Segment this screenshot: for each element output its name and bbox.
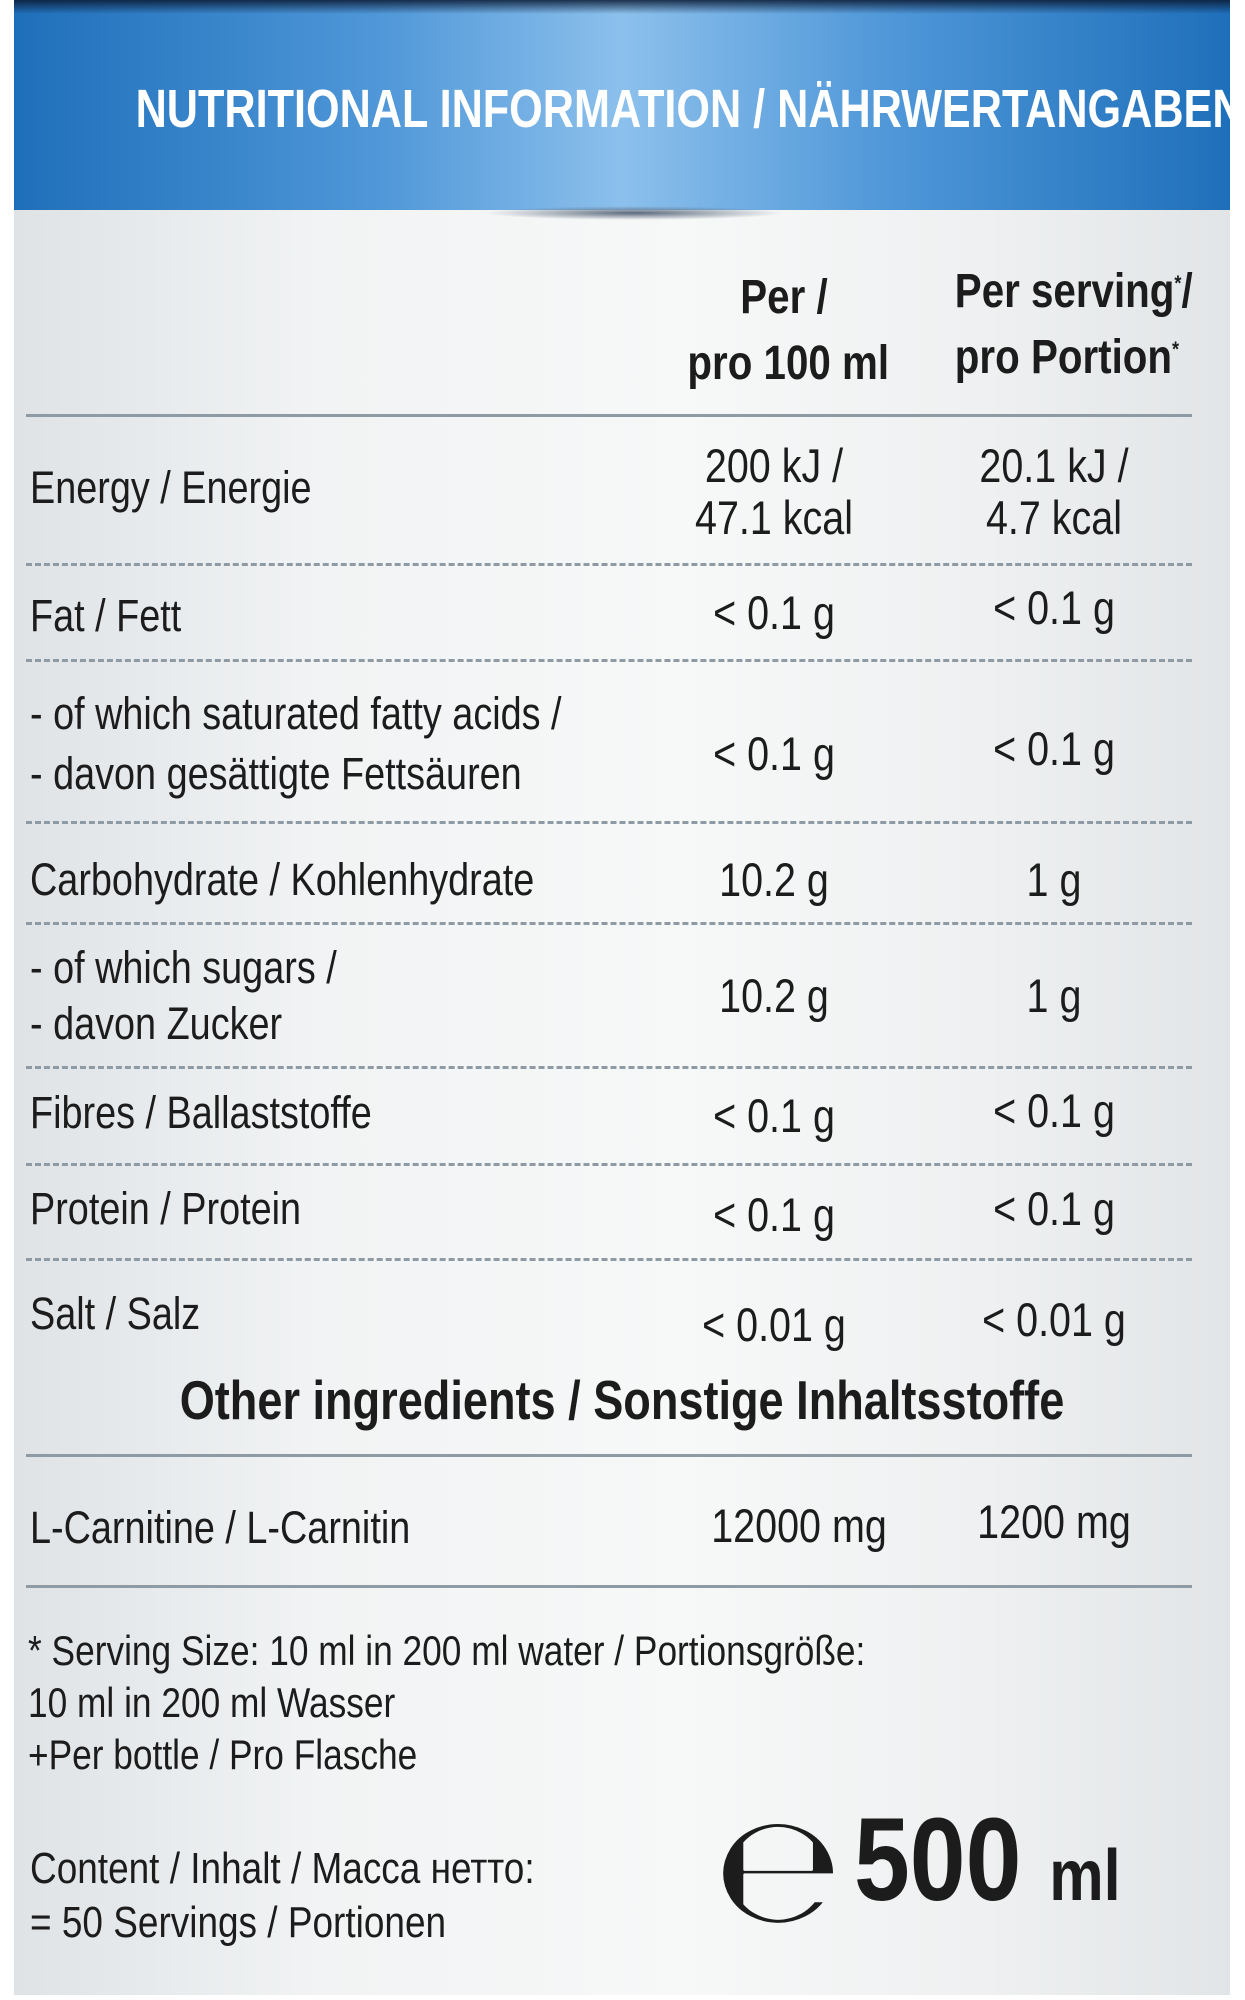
footnote-asterisk: * <box>28 1627 42 1674</box>
footnote-plus: + <box>28 1731 49 1778</box>
row-label-saturated-line2: - davon gesättigte Fettsäuren <box>30 748 522 799</box>
row-label-l-carnitine: L-Carnitine / L-Carnitin <box>30 1502 411 1553</box>
serving-plus: * <box>1172 336 1180 361</box>
row-label-protein: Protein / Protein <box>30 1183 302 1234</box>
col-serving-header-text: Per serving <box>954 265 1175 318</box>
row-label-saturated-line1: - of which saturated fatty acids / <box>30 688 562 739</box>
col-serving-header-slash: / <box>1181 265 1193 318</box>
row-label-salt: Salt / Salz <box>30 1288 201 1339</box>
row-label-sugars-line2: - davon Zucker <box>30 998 283 1049</box>
row-divider <box>26 1163 1192 1166</box>
row-sugars-per100: 10.2 g <box>719 969 829 1022</box>
row-divider <box>26 1066 1192 1069</box>
content-line1: Content / Inhalt / Macca нетто: <box>30 1844 535 1893</box>
row-divider <box>26 821 1192 824</box>
row-label-sugars-line1: - of which sugars / <box>30 942 337 993</box>
net-volume-number: 500 <box>854 1794 1022 1926</box>
row-fat-serving: < 0.1 g <box>993 581 1115 634</box>
row-fibres-serving: < 0.1 g <box>993 1084 1115 1137</box>
footnote-bottle: +Per bottle / Pro Flasche <box>28 1730 417 1780</box>
serving-asterisk: * <box>1174 270 1182 295</box>
row-salt-per100: < 0.01 g <box>702 1298 846 1351</box>
row-label-fat: Fat / Fett <box>30 590 182 641</box>
label-seam <box>484 206 784 220</box>
footnote-serving-line2: 10 ml in 200 ml Wasser <box>28 1679 396 1726</box>
table-bottom-rule <box>26 1585 1192 1588</box>
content-line2: = 50 Servings / Portionen <box>30 1898 447 1947</box>
row-divider <box>26 659 1192 662</box>
row-energy-per100-line1: 200 kJ / <box>704 439 844 492</box>
row-energy-per100-line2: 47.1 kcal <box>694 491 854 544</box>
row-salt-serving: < 0.01 g <box>982 1293 1126 1346</box>
row-saturated-per100: < 0.1 g <box>713 727 835 780</box>
row-fibres-per100: < 0.1 g <box>713 1089 835 1142</box>
row-l-carnitine-per100: 12000 mg <box>711 1499 887 1552</box>
row-saturated-serving: < 0.1 g <box>993 722 1115 775</box>
section-divider <box>26 1454 1192 1457</box>
col-serving-header-line2: pro Portion* <box>954 328 1179 388</box>
row-sugars-serving: 1 g <box>1026 969 1082 1022</box>
footnote-serving-line1: * Serving Size: 10 ml in 200 ml water / … <box>28 1626 865 1676</box>
header-band: NUTRITIONAL INFORMATION / NÄHRWERTANGABE… <box>14 0 1230 210</box>
other-ingredients-title: Other ingredients / Sonstige Inhaltsstof… <box>179 1369 1065 1431</box>
row-carbohydrate-per100: 10.2 g <box>719 853 829 906</box>
row-label-energy: Energy / Energie <box>30 462 312 513</box>
col-serving-header-line1: Per serving*/ <box>954 262 1193 322</box>
row-divider <box>26 922 1192 925</box>
row-fat-per100: < 0.1 g <box>713 586 835 639</box>
footnote-bottle-text: Per bottle / Pro Flasche <box>48 1731 418 1778</box>
row-energy-serving-line2: 4.7 kcal <box>985 491 1123 544</box>
nutrition-label: NUTRITIONAL INFORMATION / NÄHRWERTANGABE… <box>14 0 1230 1995</box>
row-divider <box>26 563 1192 566</box>
header-divider <box>26 414 1192 417</box>
net-volume: 500 ml <box>854 1790 1121 1946</box>
net-volume-unit: ml <box>1049 1836 1121 1916</box>
row-carbohydrate-serving: 1 g <box>1026 853 1082 906</box>
col-per100-header-line1: Per / <box>740 271 828 324</box>
row-label-fibres: Fibres / Ballaststoffe <box>30 1087 372 1138</box>
estimated-sign-icon: ℮ <box>714 1783 843 1957</box>
header-shadow <box>14 0 1230 14</box>
header-title: NUTRITIONAL INFORMATION / NÄHRWERTANGABE… <box>135 79 1230 139</box>
row-energy-serving-line1: 20.1 kJ / <box>979 439 1129 492</box>
footnote-serving-text: Serving Size: 10 ml in 200 ml water / Po… <box>51 1627 866 1674</box>
col-per100-header-line2: pro 100 ml <box>687 337 890 390</box>
row-l-carnitine-serving: 1200 mg <box>977 1495 1131 1548</box>
row-protein-serving: < 0.1 g <box>993 1182 1115 1235</box>
col-serving-header-text-2: pro Portion <box>954 331 1173 384</box>
row-label-carbohydrate: Carbohydrate / Kohlenhydrate <box>30 854 535 905</box>
row-protein-per100: < 0.1 g <box>713 1188 835 1241</box>
row-divider <box>26 1258 1192 1261</box>
